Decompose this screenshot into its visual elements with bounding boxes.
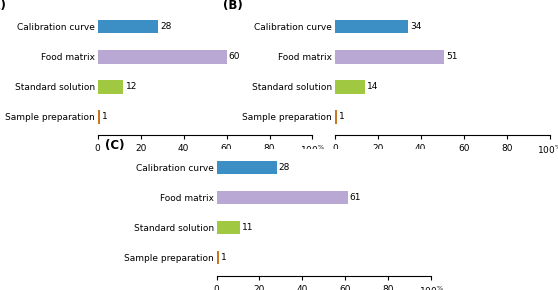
Bar bbox=[335, 20, 408, 33]
Bar bbox=[217, 191, 348, 204]
Text: 34: 34 bbox=[410, 22, 421, 31]
Bar bbox=[98, 50, 227, 64]
Bar bbox=[335, 50, 444, 64]
Text: 1: 1 bbox=[339, 112, 345, 121]
Text: (B): (B) bbox=[223, 0, 243, 12]
Text: 1: 1 bbox=[102, 112, 108, 121]
Text: (C): (C) bbox=[105, 139, 124, 152]
Bar bbox=[98, 110, 100, 124]
Bar bbox=[98, 80, 123, 94]
Text: 51: 51 bbox=[446, 52, 458, 61]
Bar bbox=[335, 110, 337, 124]
Bar bbox=[335, 80, 365, 94]
Bar bbox=[217, 161, 277, 174]
Text: 61: 61 bbox=[350, 193, 361, 202]
Text: 28: 28 bbox=[160, 22, 171, 31]
Text: 1: 1 bbox=[221, 253, 227, 262]
Text: 12: 12 bbox=[126, 82, 137, 91]
Text: 14: 14 bbox=[367, 82, 378, 91]
Bar bbox=[217, 251, 219, 264]
Text: 11: 11 bbox=[242, 223, 254, 232]
Bar bbox=[98, 20, 158, 33]
Text: (A): (A) bbox=[0, 0, 6, 12]
Bar bbox=[217, 221, 240, 234]
Text: 60: 60 bbox=[229, 52, 240, 61]
Text: 28: 28 bbox=[279, 163, 290, 172]
